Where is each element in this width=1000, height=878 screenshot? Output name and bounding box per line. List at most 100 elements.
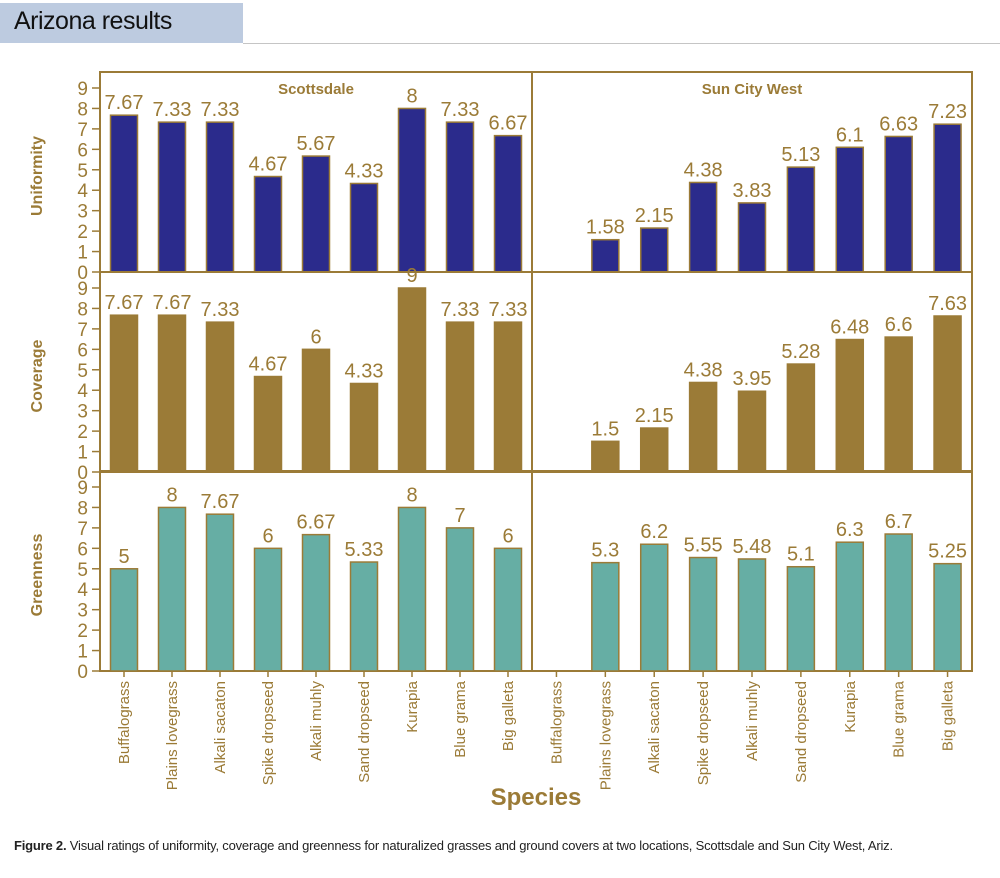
data-label: 2.15 [635, 405, 674, 427]
bar [884, 533, 913, 672]
bar [786, 363, 816, 473]
bar [737, 390, 767, 473]
y-tick-label: 8 [77, 299, 88, 320]
bar [109, 114, 139, 273]
data-label: 6 [262, 525, 273, 547]
y-axis-label: Coverage [29, 339, 46, 412]
data-label: 5.13 [781, 144, 820, 166]
panel-title-scottsdale: Scottsdale [278, 81, 354, 98]
data-label: 6.67 [489, 113, 528, 135]
x-axis-title: Species [491, 784, 582, 811]
y-tick-label: 6 [77, 539, 88, 560]
bar [786, 565, 816, 672]
y-tick-label: 0 [77, 463, 88, 484]
y-tick-label: 7 [77, 120, 88, 141]
data-label: 6.2 [640, 521, 668, 543]
x-tick-label: Buffalograss [116, 681, 133, 764]
y-tick-label: 9 [77, 478, 88, 499]
data-label: 7.33 [201, 299, 240, 321]
data-label: 4.38 [684, 159, 723, 181]
bar [397, 506, 427, 672]
bar [397, 287, 427, 473]
bar [591, 440, 620, 473]
bar [157, 314, 187, 473]
x-tick-label: Kurapia [404, 680, 421, 732]
bar [205, 121, 235, 273]
bar [591, 561, 620, 672]
data-label: 4.67 [249, 354, 288, 376]
data-label: 4.33 [345, 160, 384, 182]
y-tick-label: 1 [77, 443, 88, 464]
bar [737, 558, 767, 672]
bar [253, 175, 283, 273]
x-tick-label: Sand dropseed [356, 681, 373, 783]
x-tick-label: Blue grama [891, 680, 908, 757]
y-axis-label: Greenness [29, 534, 46, 617]
y-tick-label: 0 [77, 263, 88, 284]
x-tick-label: Alkali muhly [744, 681, 761, 762]
bar [157, 121, 187, 273]
data-label: 3.95 [733, 368, 772, 390]
bar [933, 562, 962, 672]
data-label: 6.3 [836, 519, 864, 541]
data-label: 4.67 [249, 154, 288, 176]
header-rule [243, 43, 1000, 44]
x-tick-label: Big galleta [940, 680, 957, 751]
data-label: 5.28 [781, 341, 820, 363]
bar [301, 155, 331, 273]
bar [349, 382, 379, 473]
data-label: 6.48 [830, 317, 869, 339]
y-tick-label: 6 [77, 340, 88, 361]
bar [301, 348, 331, 473]
y-tick-label: 0 [77, 662, 88, 683]
x-tick-label: Blue grama [452, 680, 469, 757]
y-tick-label: 4 [77, 381, 88, 402]
bar [786, 166, 816, 273]
data-label: 5.3 [591, 540, 619, 562]
bar [835, 146, 865, 273]
y-tick-label: 8 [77, 498, 88, 519]
data-label: 4.38 [684, 359, 723, 381]
data-label: 5.55 [684, 535, 723, 557]
x-tick-label: Big galleta [500, 680, 517, 751]
data-label: 1.58 [586, 217, 625, 239]
bar [301, 533, 331, 672]
data-label: 6 [310, 326, 321, 348]
data-label: 1.5 [591, 418, 619, 440]
data-label: 8 [406, 484, 417, 506]
bar [109, 314, 139, 473]
page-title: Arizona results [14, 7, 172, 35]
y-tick-label: 4 [77, 580, 88, 601]
bar [639, 543, 669, 672]
bar [445, 527, 475, 672]
y-tick-label: 2 [77, 422, 88, 443]
y-tick-label: 5 [77, 361, 88, 382]
data-label: 9 [406, 265, 417, 287]
y-tick-label: 5 [77, 560, 88, 581]
y-tick-label: 3 [77, 402, 88, 423]
data-label: 7.67 [153, 292, 192, 314]
y-tick-label: 7 [77, 519, 88, 540]
bar [109, 568, 139, 672]
data-label: 5.25 [928, 541, 967, 563]
bar [933, 123, 962, 273]
y-tick-label: 2 [77, 621, 88, 642]
data-label: 6.6 [885, 314, 913, 336]
bar [445, 321, 475, 473]
y-tick-label: 3 [77, 202, 88, 223]
bar [445, 121, 475, 273]
x-tick-label: Buffalograss [548, 681, 565, 764]
y-tick-label: 8 [77, 99, 88, 120]
panel-frame-row-2 [99, 470, 973, 672]
bar [349, 561, 379, 672]
x-tick-label: Plains lovegrass [164, 681, 181, 790]
bar [639, 427, 669, 473]
bar [933, 315, 962, 473]
data-label: 7 [454, 505, 465, 527]
data-label: 6.7 [885, 511, 913, 533]
x-tick-label: Spike dropseed [260, 681, 277, 785]
y-tick-label: 5 [77, 161, 88, 182]
bar [493, 134, 523, 273]
bar [591, 238, 620, 273]
